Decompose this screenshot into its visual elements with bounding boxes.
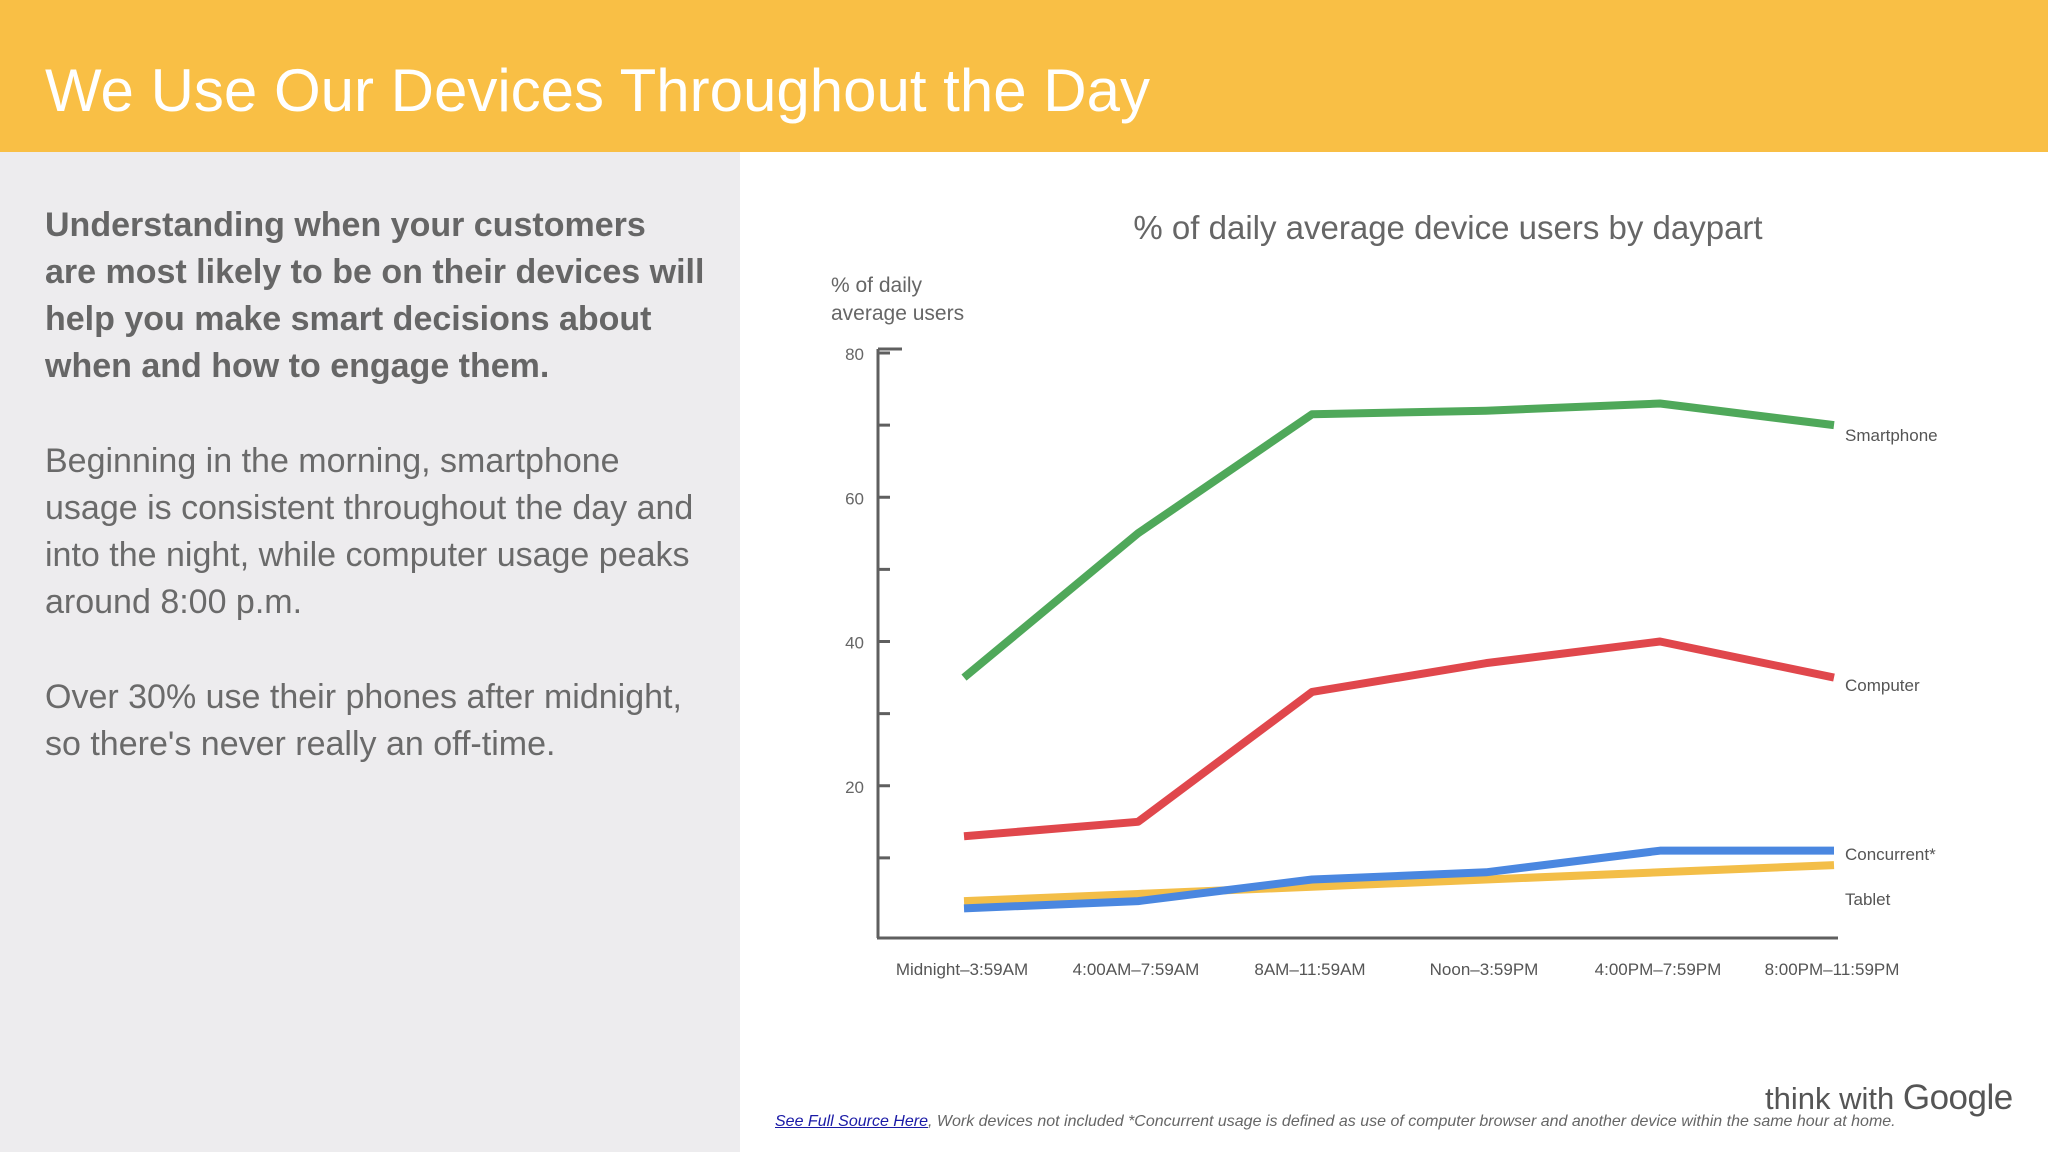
footnote: See Full Source Here, Work devices not i… bbox=[775, 1113, 1896, 1131]
footnote-text: , Work devices not included *Concurrent … bbox=[927, 1113, 1896, 1130]
source-link[interactable]: See Full Source Here bbox=[775, 1113, 928, 1130]
x-tick-label: 4:00AM–7:59AM bbox=[1073, 960, 1200, 979]
body-paragraph-1: Beginning in the morning, smartphone usa… bbox=[45, 442, 694, 621]
x-tick-label: Noon–3:59PM bbox=[1430, 960, 1539, 979]
series-line-computer bbox=[963, 637, 1835, 841]
x-tick-label: 8AM–11:59AM bbox=[1254, 960, 1365, 979]
body-paragraph-2: Over 30% use their phones after midnight… bbox=[45, 678, 682, 763]
chart-panel: % of daily average device users by daypa… bbox=[740, 152, 2048, 1152]
line-chart: % of daily average device users by daypa… bbox=[831, 209, 1938, 979]
x-tick-label: Midnight–3:59AM bbox=[896, 960, 1028, 979]
series-line-tablet bbox=[963, 861, 1835, 906]
x-tick-label: 4:00PM–7:59PM bbox=[1595, 960, 1722, 979]
series-label-smartphone: Smartphone bbox=[1845, 426, 1938, 445]
series-label-concurrent: Concurrent* bbox=[1845, 845, 1936, 864]
series-line-concurrent bbox=[963, 846, 1834, 913]
series-label-computer: Computer bbox=[1845, 676, 1920, 695]
x-tick-label: 8:00PM–11:59PM bbox=[1765, 960, 1900, 979]
y-tick-label: 80 bbox=[845, 345, 864, 364]
think-with-google-logo: think with Google bbox=[1765, 1078, 2013, 1119]
y-axis-label-line-1: % of daily bbox=[831, 274, 923, 297]
left-panel: Understanding when your customers are mo… bbox=[0, 152, 740, 1152]
page-title: We Use Our Devices Throughout the Day bbox=[45, 57, 1150, 124]
series-label-tablet: Tablet bbox=[1845, 890, 1891, 909]
lead-paragraph: Understanding when your customers are mo… bbox=[45, 206, 705, 385]
y-axis-label-line-2: average users bbox=[831, 302, 964, 325]
logo-brand: Google bbox=[1902, 1078, 2013, 1117]
logo-prefix: think with bbox=[1765, 1081, 1895, 1116]
series-line-smartphone bbox=[961, 399, 1835, 681]
y-tick-label: 60 bbox=[845, 489, 864, 508]
y-tick-label: 20 bbox=[845, 778, 864, 797]
chart-title: % of daily average device users by daypa… bbox=[1133, 209, 1762, 246]
y-tick-label: 40 bbox=[845, 634, 864, 653]
header-bar: We Use Our Devices Throughout the Day bbox=[0, 0, 2048, 152]
